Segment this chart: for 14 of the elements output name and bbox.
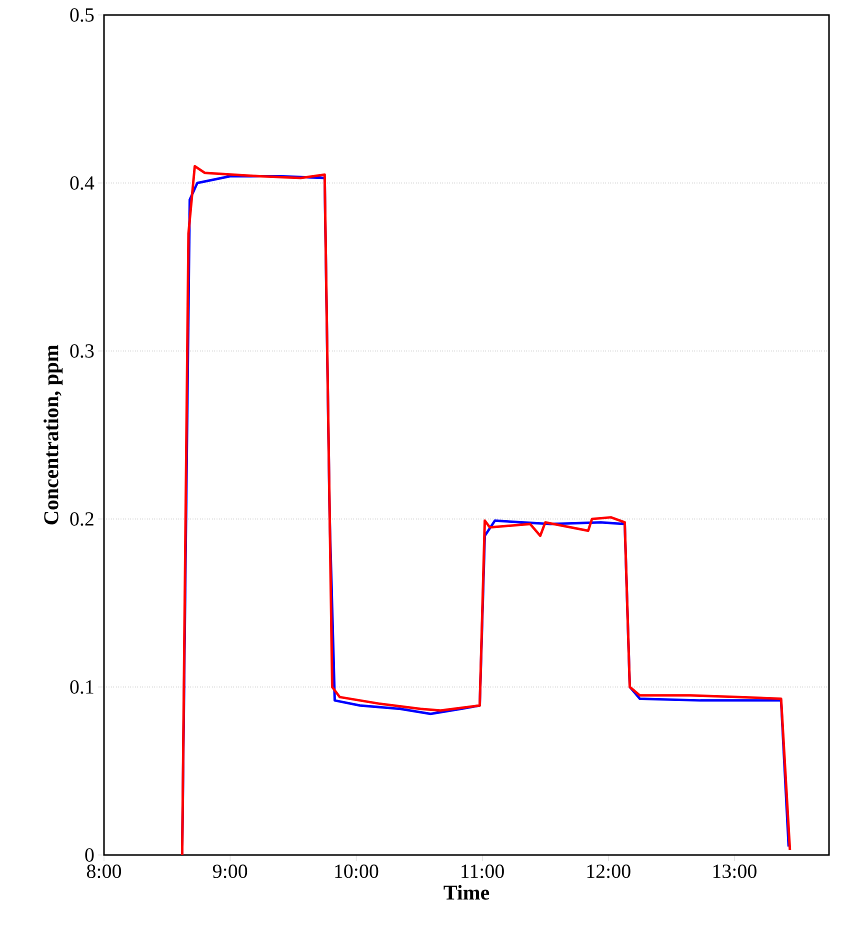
x-tick-label: 9:00 [212, 864, 248, 878]
x-tick-label: 10:00 [335, 864, 378, 878]
x-tick-label: 11:00 [462, 864, 504, 878]
x-tick-label: 13:00 [713, 864, 756, 878]
y-tick-label: 0.5 [70, 8, 94, 22]
x-axis-title: Time [444, 884, 490, 900]
y-tick-label: 0.4 [70, 176, 94, 190]
y-axis-title: Concentration, ppm [44, 344, 63, 524]
y-tick-label: 0.3 [70, 344, 94, 358]
y-tick-label: 0.1 [70, 680, 94, 694]
y-tick-label: 0.2 [70, 512, 94, 526]
x-tick-label: 8:00 [86, 864, 122, 878]
x-tick-label: 12:00 [587, 864, 630, 878]
y-tick-label: 0 [85, 848, 94, 862]
